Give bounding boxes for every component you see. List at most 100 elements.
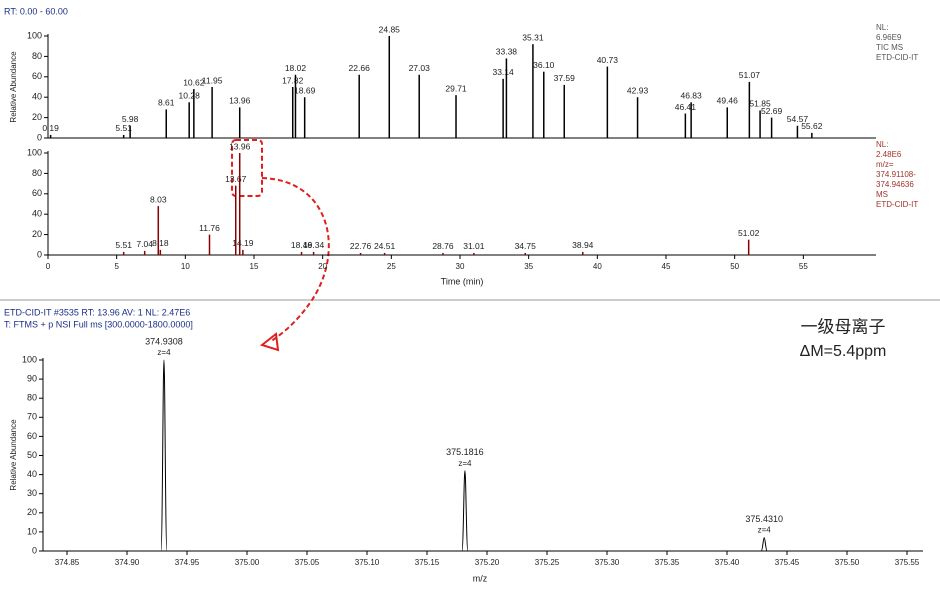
peak-label: 8.03 <box>150 194 167 204</box>
peak-label: 374.9308 <box>145 336 183 346</box>
y-tick-label: 60 <box>32 188 42 198</box>
highlight-box <box>231 139 263 197</box>
peak-label: 27.03 <box>409 63 431 73</box>
x-tick-label: 40 <box>593 262 602 271</box>
y-tick-label: 80 <box>32 51 42 61</box>
peak-label: 5.51 <box>115 123 132 133</box>
y-tick-label: 20 <box>27 507 37 517</box>
y-tick-label: 90 <box>27 373 37 383</box>
y-tick-label: 100 <box>27 30 42 40</box>
peak <box>160 359 168 552</box>
peak-label: 42.93 <box>627 85 649 95</box>
arrow-head <box>259 332 280 352</box>
charge-label: z=4 <box>458 459 472 468</box>
y-tick-label: 20 <box>32 112 42 122</box>
peak-label: 18.69 <box>294 85 316 95</box>
peak-label: 37.59 <box>554 73 576 83</box>
x-tick-label: 5 <box>114 262 119 271</box>
peak-label: 28.76 <box>432 241 454 251</box>
y-tick-label: 0 <box>37 249 42 259</box>
peak-label: 13.67 <box>225 174 247 184</box>
x-tick-label: 375.30 <box>595 558 620 567</box>
y-tick-label: 30 <box>27 488 37 498</box>
x-tick-label: 375.35 <box>655 558 680 567</box>
x-tick-label: 375.15 <box>415 558 440 567</box>
peak-label: 18.46 <box>291 240 313 250</box>
x-axis-label: Time (min) <box>441 276 484 286</box>
info-text: m/z= <box>876 160 894 169</box>
x-tick-label: 15 <box>250 262 259 271</box>
peak-label: 0.19 <box>42 123 59 133</box>
peak-label: 10.62 <box>183 77 205 87</box>
info-text: MS <box>876 190 888 199</box>
info-text: ETD-CID-IT <box>876 200 918 209</box>
peak-label: 34.75 <box>515 241 537 251</box>
peak-label: 51.07 <box>739 70 761 80</box>
chart-header: RT: 0.00 - 60.00 <box>4 6 68 16</box>
peak-label: 46.83 <box>680 91 702 101</box>
peak-label: 8.18 <box>152 238 169 248</box>
x-tick-label: 25 <box>387 262 396 271</box>
x-tick-label: 0 <box>46 262 51 271</box>
peak-label: 54.57 <box>787 114 809 124</box>
peak-label: 31.01 <box>463 241 485 251</box>
peak-label: 49.46 <box>717 96 739 106</box>
y-tick-label: 0 <box>32 545 37 555</box>
charge-label: z=4 <box>157 348 171 357</box>
chart-subheader: T: FTMS + p NSI Full ms [300.0000-1800.0… <box>4 319 193 329</box>
peak-label: 17.82 <box>282 75 304 85</box>
x-tick-label: 374.90 <box>115 558 140 567</box>
info-text: 374.91108- <box>876 170 916 179</box>
x-tick-label: 55 <box>799 262 808 271</box>
peak-label: 35.31 <box>522 32 544 42</box>
x-tick-label: 35 <box>524 262 533 271</box>
info-text: NL: <box>876 140 888 149</box>
y-tick-label: 80 <box>32 168 42 178</box>
y-tick-label: 60 <box>27 431 37 441</box>
y-tick-label: 60 <box>32 71 42 81</box>
peak-label: 24.51 <box>374 241 396 251</box>
x-axis-label: m/z <box>473 573 488 583</box>
peak-label: 22.66 <box>349 63 371 73</box>
x-tick-label: 30 <box>456 262 465 271</box>
y-tick-label: 40 <box>27 469 37 479</box>
peak <box>760 537 768 552</box>
peak <box>461 470 469 552</box>
peak-label: 5.51 <box>115 240 132 250</box>
x-tick-label: 375.45 <box>775 558 800 567</box>
info-text: 2.48E6 <box>876 150 902 159</box>
y-axis-label: Relative Abundance <box>9 419 18 491</box>
x-tick-label: 375.20 <box>475 558 500 567</box>
peak-label: 33.14 <box>492 67 514 77</box>
y-tick-label: 40 <box>32 209 42 219</box>
y-tick-label: 70 <box>27 412 37 422</box>
peak-label: 38.94 <box>572 240 594 250</box>
annotation: ΔM=5.4ppm <box>800 343 887 360</box>
peak-label: 8.61 <box>158 98 175 108</box>
x-tick-label: 10 <box>181 262 190 271</box>
y-tick-label: 50 <box>27 450 37 460</box>
peak-label: 13.96 <box>229 96 251 106</box>
peak-label: 55.62 <box>801 121 823 131</box>
charge-label: z=4 <box>758 526 772 535</box>
peak-label: 7.04 <box>136 239 153 249</box>
peak-label: 29.71 <box>445 83 467 93</box>
peak-label: 24.85 <box>379 24 401 34</box>
x-tick-label: 375.40 <box>715 558 740 567</box>
peak-label: 52.69 <box>761 106 783 116</box>
x-tick-label: 375.05 <box>295 558 320 567</box>
x-tick-label: 375.10 <box>355 558 380 567</box>
y-tick-label: 100 <box>27 147 42 157</box>
y-tick-label: 40 <box>32 92 42 102</box>
x-tick-label: 375.55 <box>895 558 920 567</box>
x-tick-label: 375.00 <box>235 558 260 567</box>
peak-label: 14.19 <box>232 238 254 248</box>
y-tick-label: 0 <box>37 132 42 142</box>
peak-label: 11.76 <box>199 223 220 233</box>
peak-label: 13.96 <box>229 141 251 151</box>
peak-label: 51.85 <box>749 99 771 109</box>
arrow <box>261 177 330 343</box>
info-text: ETD-CID-IT <box>876 53 918 62</box>
y-tick-label: 20 <box>32 229 42 239</box>
